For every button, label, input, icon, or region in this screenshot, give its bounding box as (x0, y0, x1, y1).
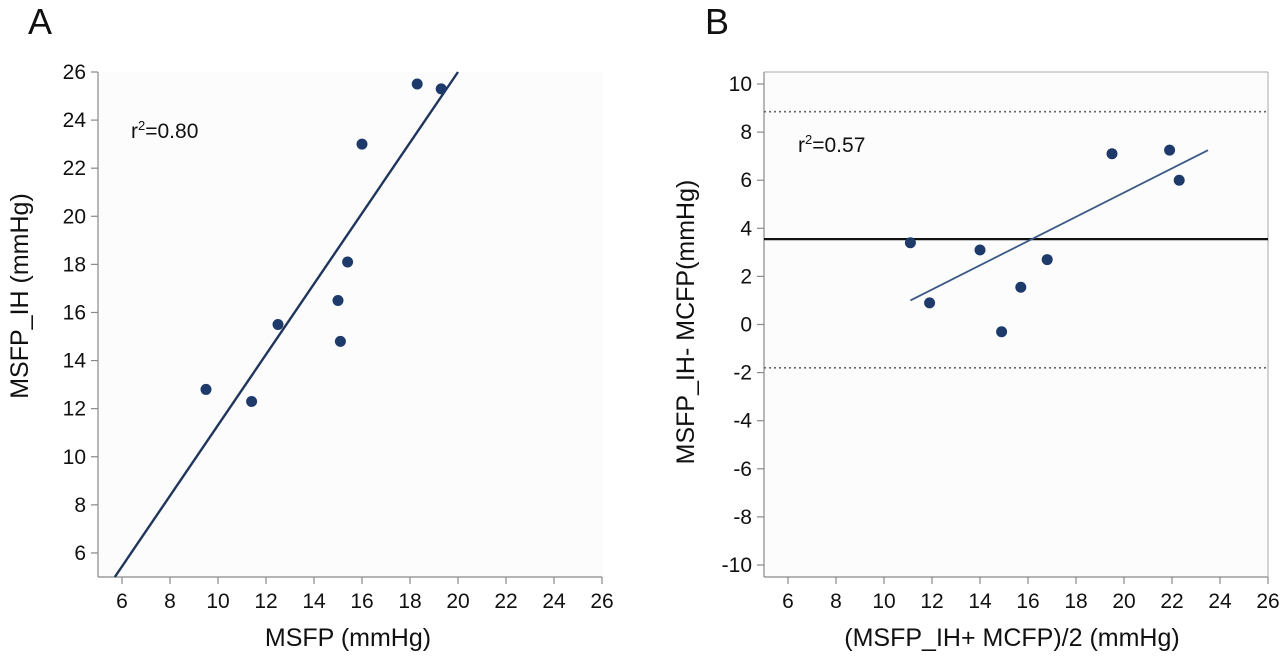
panel-b-x-tick-label: 22 (1160, 590, 1183, 613)
panel-b-annotation: r2=0.57 (798, 132, 865, 157)
panel-b-r-squared: r2=0.57 (798, 132, 865, 157)
panel-b-y-tick-label: 2 (740, 265, 752, 288)
panel-b-y-tick-label: -10 (722, 554, 752, 577)
panel-a-axes: 6 8 10 12 14 16 18 20 22 24 26 6 8 10 12 14 16 18 20 22 24 26 (63, 61, 614, 613)
panel-a-x-tick-label: 8 (164, 590, 176, 613)
panel-a-scatter-plot: A 6 8 10 12 14 16 18 20 22 24 26 6 8 10 12 14 16 18 20 22 24… (6, 1, 614, 652)
panel-b-data-point (1173, 174, 1185, 186)
panel-a-y-tick-label: 24 (63, 109, 87, 132)
panel-a-x-axis-title: MSFP (mmHg) (265, 624, 431, 652)
panel-a-data-point (411, 78, 423, 90)
panel-b-x-axis-title: (MSFP_IH+ MCFP)/2 (mmHg) (844, 624, 1179, 652)
panel-b-bland-altman-plot: B 6 8 10 12 14 16 18 20 22 24 261086420-2-4-6-8-10… (672, 1, 1280, 652)
panel-b-x-tick-label: 16 (1016, 590, 1039, 613)
panel-b-y-tick-label: 0 (740, 314, 752, 337)
panel-a-plot-area (98, 72, 602, 577)
panel-b-y-tick-label: 10 (729, 73, 752, 96)
panel-a-y-tick-label: 26 (63, 61, 86, 84)
panel-a-x-tick-label: 22 (494, 590, 517, 613)
panel-a-x-tick-label: 16 (350, 590, 373, 613)
panel-a-y-tick-label: 8 (74, 494, 86, 517)
panel-a-r-squared: r2=0.80 (131, 118, 198, 143)
panel-a-y-axis-title: MSFP_IH (mmHg) (6, 193, 34, 399)
panel-a-x-tick-label: 26 (590, 590, 613, 613)
panel-a-x-tick-label: 10 (206, 590, 229, 613)
panel-b-y-tick-label: -6 (733, 458, 752, 481)
panel-b-x-tick-label: 10 (872, 590, 895, 613)
panel-a-annotation: r2=0.80 (131, 118, 198, 143)
panel-a-y-tick-label: 22 (63, 157, 86, 180)
panel-b-x-tick-label: 8 (830, 590, 842, 613)
panel-a-marks (113, 71, 459, 578)
panel-b-x-tick-label: 26 (1256, 590, 1279, 613)
panel-a-x-tick-label: 20 (446, 590, 469, 613)
panel-a-x-tick-label: 24 (542, 590, 566, 613)
panel-b-y-tick-label: -2 (733, 362, 752, 385)
panel-a-data-point (246, 395, 258, 407)
panel-a-x-tick-label: 18 (398, 590, 421, 613)
panel-a-y-tick-label: 6 (74, 542, 86, 565)
panel-a-data-point (332, 294, 344, 306)
panel-b-data-point (1164, 144, 1176, 156)
panel-b-x-tick-label: 14 (968, 590, 992, 613)
panel-b-y-tick-label: 4 (740, 217, 752, 240)
panel-b-data-point (974, 244, 986, 256)
panel-a-y-tick-label: 12 (63, 398, 86, 421)
panel-b-x-tick-label: 12 (920, 590, 943, 613)
panel-a-y-tick-label: 16 (63, 301, 86, 324)
panel-b-marks (764, 110, 1268, 369)
panel-a-data-point (272, 319, 284, 330)
panel-b-y-tick-label: 8 (740, 121, 752, 144)
panel-b-y-tick-label: -8 (733, 506, 752, 529)
panel-b-data-point (996, 326, 1008, 338)
panel-a-y-tick-label: 18 (63, 253, 86, 276)
panel-a-data-point (334, 335, 346, 347)
panel-b-data-point (1015, 281, 1027, 293)
panel-b-data-point (924, 297, 936, 309)
panel-a-x-tick-label: 14 (302, 590, 326, 613)
panel-a-data-point (435, 83, 447, 95)
panel-a-data-point (342, 256, 354, 268)
panel-b-y-tick-label: -4 (733, 410, 752, 433)
panel-b-x-tick-label: 6 (782, 590, 794, 613)
panel-b-letter: B (705, 1, 729, 42)
panel-b-y-axis-title: MSFP_IH- MCFP(mmHg) (672, 180, 700, 465)
panel-b-plot-area (764, 72, 1268, 577)
panel-a-data-point (356, 138, 368, 150)
panel-b-data-point (1106, 148, 1118, 160)
panel-b-x-tick-label: 24 (1208, 590, 1232, 613)
panel-a-letter: A (28, 1, 52, 42)
panel-a-y-tick-label: 20 (63, 205, 86, 228)
panel-a-regression-line (113, 71, 459, 578)
panel-a-y-tick-label: 10 (63, 446, 86, 469)
panel-b-data-point (904, 237, 916, 249)
panel-a-data-point (200, 383, 212, 395)
panel-b-y-tick-label: 6 (740, 169, 752, 192)
panel-a-x-tick-label: 6 (116, 590, 128, 613)
panel-a-x-tick-label: 12 (254, 590, 277, 613)
panel-b-data-point (1041, 254, 1053, 266)
panel-a-y-tick-label: 14 (63, 350, 87, 373)
panel-b-regression-line (909, 149, 1209, 302)
panel-b-x-tick-label: 20 (1112, 590, 1135, 613)
panel-b-x-tick-label: 18 (1064, 590, 1087, 613)
